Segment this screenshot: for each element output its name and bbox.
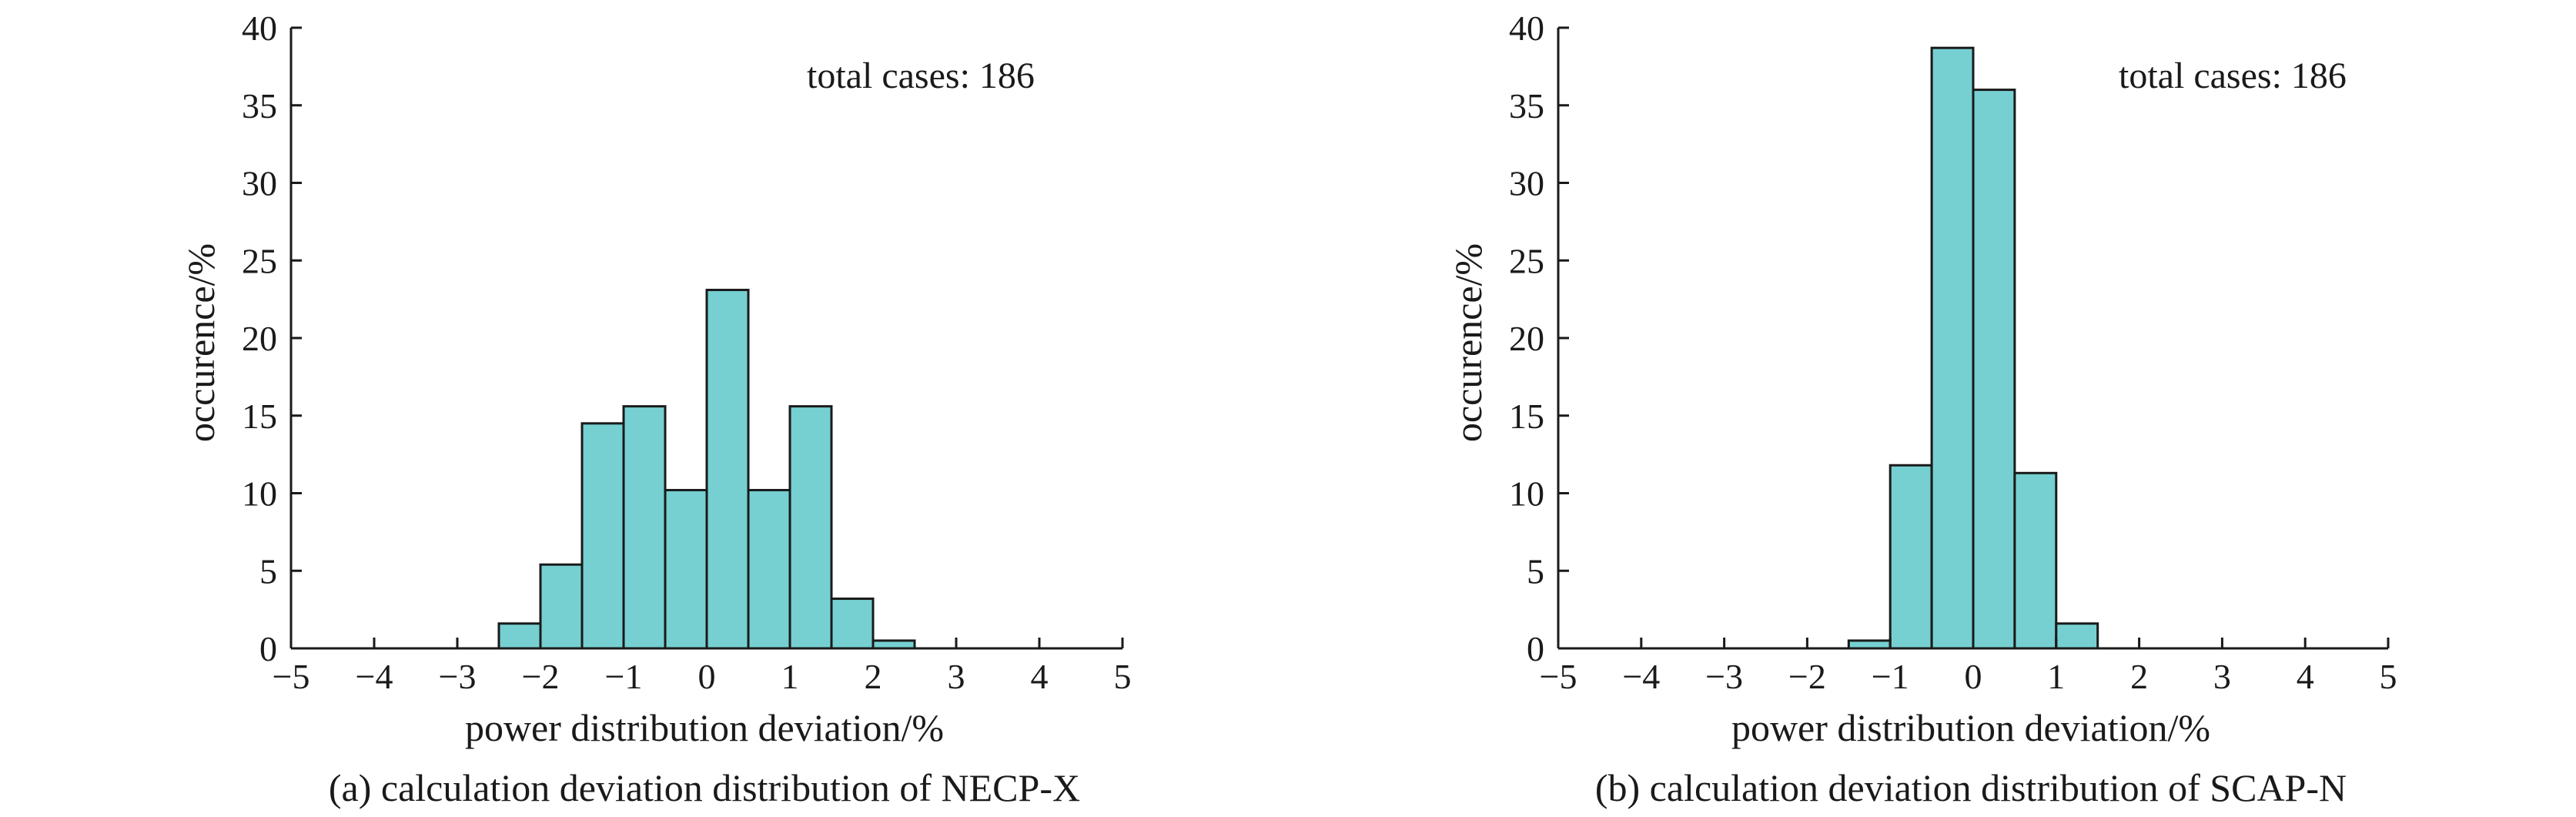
bars-b	[1847, 46, 2099, 650]
y-tick-label-b-6: 30	[1509, 164, 1544, 203]
histogram-bar-a-3	[622, 405, 667, 650]
y-tick-label-a-6: 30	[242, 164, 277, 203]
histogram-bar-a-6	[747, 488, 791, 650]
bars-a	[497, 289, 916, 650]
y-tick-label-a-4: 20	[242, 319, 277, 358]
y-tick-label-b-1: 5	[1527, 551, 1544, 591]
ticks-a: −5 −4 −3 −2 −1 0 1 2 3 4 5 0 5 10 15 20 25 30 35 40	[242, 8, 1132, 696]
y-tick-label-a-2: 10	[242, 474, 277, 514]
histogram-bar-a-4	[664, 488, 708, 650]
x-tick-label-a-2: −3	[439, 657, 477, 696]
histogram-bar-a-1	[539, 563, 584, 650]
y-tick-label-a-0: 0	[259, 629, 277, 668]
histogram-bar-a-8	[830, 598, 875, 650]
y-axis-label-b: occurence/%	[1447, 243, 1490, 442]
x-tick-label-b-0: −5	[1540, 657, 1577, 696]
y-tick-label-a-3: 15	[242, 397, 277, 436]
y-tick-label-b-4: 20	[1509, 319, 1544, 358]
ticks-b: −5 −4 −3 −2 −1 0 1 2 3 4 5 0 5 10 15 20 25 30 35 40	[1509, 8, 2397, 696]
x-tick-label-a-9: 4	[1031, 657, 1049, 696]
y-tick-label-b-8: 40	[1509, 8, 1544, 48]
y-tick-label-b-5: 25	[1509, 241, 1544, 280]
y-axis-label-a: occurence/%	[179, 243, 222, 442]
caption-a: (a) calculation deviation distribution o…	[329, 766, 1080, 809]
histogram-bar-b-0	[1847, 639, 1892, 650]
histogram-bar-a-0	[497, 622, 542, 650]
histogram-bar-a-7	[788, 405, 833, 650]
x-tick-label-a-8: 3	[948, 657, 965, 696]
x-tick-label-a-3: −2	[522, 657, 560, 696]
y-tick-label-b-3: 15	[1509, 397, 1544, 436]
x-tick-label-b-7: 2	[2130, 657, 2148, 696]
annotation-total-cases-a: total cases: 186	[807, 55, 1035, 96]
y-tick-label-a-5: 25	[242, 241, 277, 280]
y-tick-label-b-7: 35	[1509, 86, 1544, 126]
y-tick-label-a-8: 40	[242, 8, 277, 48]
x-tick-label-b-2: −3	[1705, 657, 1743, 696]
x-tick-label-b-1: −4	[1622, 657, 1660, 696]
histogram-bar-a-2	[580, 422, 625, 650]
annotation-total-cases-b: total cases: 186	[2119, 55, 2347, 96]
y-tick-label-a-1: 5	[259, 551, 277, 591]
histogram-bar-b-3	[1972, 89, 2016, 650]
histogram-bar-a-5	[705, 289, 750, 650]
caption-b: (b) calculation deviation distribution o…	[1595, 766, 2347, 809]
histogram-bar-a-9	[871, 639, 916, 650]
y-tick-label-b-2: 10	[1509, 474, 1544, 514]
histogram-bar-b-5	[2055, 622, 2099, 650]
histogram-bar-b-2	[1930, 46, 1975, 650]
x-tick-label-b-3: −2	[1788, 657, 1826, 696]
x-axis-label-b: power distribution deviation/%	[1731, 706, 2210, 749]
x-tick-label-b-5: 0	[1965, 657, 1982, 696]
x-tick-label-a-7: 2	[865, 657, 882, 696]
histogram-bar-b-4	[2013, 471, 2058, 650]
x-tick-label-a-10: 5	[1114, 657, 1132, 696]
x-tick-label-a-6: 1	[781, 657, 799, 696]
chart-panel-b: −5 −4 −3 −2 −1 0 1 2 3 4 5 0 5 10 15 20 25 30 35 40 total c…	[1447, 8, 2397, 809]
x-tick-label-a-5: 0	[698, 657, 716, 696]
x-tick-label-a-0: −5	[273, 657, 310, 696]
chart-panel-a: −5 −4 −3 −2 −1 0 1 2 3 4 5 0 5 10 15 20 25 30 35 40 total c…	[179, 8, 1132, 809]
x-tick-label-a-1: −4	[356, 657, 393, 696]
x-tick-label-b-8: 3	[2213, 657, 2231, 696]
x-tick-label-b-6: 1	[2047, 657, 2065, 696]
x-axis-label-a: power distribution deviation/%	[465, 706, 944, 749]
histogram-bar-b-1	[1889, 464, 1933, 650]
x-tick-label-b-9: 4	[2297, 657, 2314, 696]
x-tick-label-a-4: −1	[605, 657, 643, 696]
x-tick-label-b-10: 5	[2380, 657, 2397, 696]
y-tick-label-a-7: 35	[242, 86, 277, 126]
x-tick-label-b-4: −1	[1872, 657, 1909, 696]
y-tick-label-b-0: 0	[1527, 629, 1544, 668]
